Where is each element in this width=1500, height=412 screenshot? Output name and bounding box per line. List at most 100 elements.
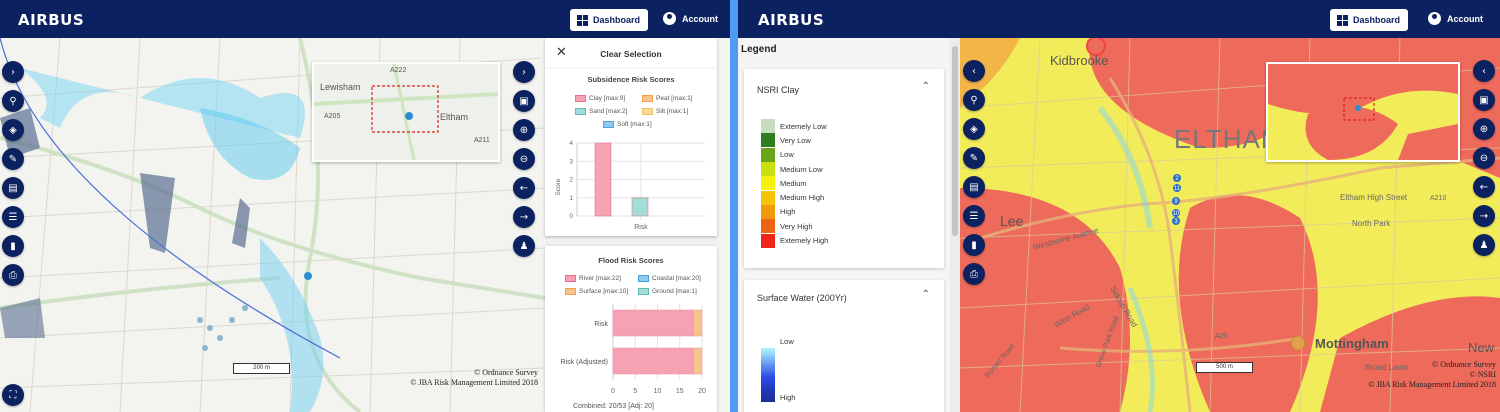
fullscreen-icon: ⛶ xyxy=(9,389,17,401)
account-button[interactable]: Account xyxy=(663,12,718,25)
left-tools-button[interactable]: ✎ xyxy=(2,148,24,170)
subsidence-card: Subsidence Risk Scores Clay [max:9] Peat… xyxy=(545,69,717,236)
marker-3[interactable]: 9 xyxy=(1174,199,1178,205)
nsri-legend-row: Medium Low xyxy=(761,162,828,177)
left-book-button[interactable]: ▤ xyxy=(2,177,24,199)
left-collapse-panel-button[interactable]: › xyxy=(513,61,535,83)
subsidence-chart: Score 0 1 2 3 4 Risk xyxy=(555,140,705,231)
place-lee: Lee xyxy=(1000,213,1024,229)
clear-selection-button[interactable]: Clear Selection xyxy=(600,48,662,59)
legend-ground[interactable]: Ground [max:1] xyxy=(638,288,697,295)
surface-low-label: Low xyxy=(780,337,794,346)
subsidence-y-tick-label: 1 xyxy=(569,195,573,202)
legend-swatch xyxy=(565,288,576,295)
right-minimap-button[interactable]: ▣ xyxy=(1473,89,1495,111)
marker-2[interactable]: 11 xyxy=(1174,186,1181,192)
layers-icon: ◈ xyxy=(9,124,17,136)
legend-scrollbar[interactable] xyxy=(950,38,960,412)
flood-x-tick-label: 15 xyxy=(676,388,684,395)
right-collapse-panel-button[interactable]: ‹ xyxy=(1473,60,1495,82)
layers-icon: ◈ xyxy=(970,123,978,135)
right-expand-button[interactable]: ‹ xyxy=(963,60,985,82)
surface-water-title: Surface Water (200Yr) xyxy=(757,293,847,303)
nsri-legend-swatch xyxy=(761,133,775,148)
right-print-button[interactable]: ⎙ xyxy=(963,263,985,285)
legend-river[interactable]: River [max:22] xyxy=(565,275,621,282)
right-map[interactable]: Kidbrooke ELTHAM Lee Mottingham New Elth… xyxy=(960,38,1500,412)
minimap-icon: ▣ xyxy=(519,95,529,107)
left-print-button[interactable]: ⎙ xyxy=(2,264,24,286)
left-zoom-in-button[interactable]: ⊕ xyxy=(513,119,535,141)
subsidence-y-tick-label: 3 xyxy=(569,158,573,165)
right-tools-button[interactable]: ✎ xyxy=(963,147,985,169)
flood-category-label: Risk (Adjusted) xyxy=(561,359,608,366)
nsri-clay-title: NSRI Clay xyxy=(757,85,800,95)
left-minimap-button[interactable]: ▣ xyxy=(513,90,535,112)
right-book-button[interactable]: ▤ xyxy=(963,176,985,198)
flood-bar xyxy=(612,309,694,337)
legend-soft[interactable]: Soft [max:1] xyxy=(603,121,652,128)
road-eltham-high-street: Eltham High Street xyxy=(1340,193,1408,202)
legend-scrollbar-thumb[interactable] xyxy=(952,46,958,236)
right-zoom-in-button[interactable]: ⊕ xyxy=(1473,118,1495,140)
left-minimap[interactable]: Lewisham Eltham A222 A205 A211 xyxy=(312,62,500,162)
dashboard-button[interactable]: Dashboard xyxy=(570,9,649,31)
left-search-button[interactable]: ⚲ xyxy=(2,90,24,112)
right-list-button[interactable]: ☰ xyxy=(963,205,985,227)
marker-5[interactable]: 3 xyxy=(1174,219,1178,225)
right-streetview-button[interactable]: ♟ xyxy=(1473,234,1495,256)
surface-water-gradient xyxy=(761,348,775,402)
legend-sand[interactable]: Sand [max:2] xyxy=(575,108,627,115)
right-minimap[interactable] xyxy=(1266,62,1460,162)
right-back-button[interactable]: ← xyxy=(1473,176,1495,198)
legend-swatch xyxy=(642,95,653,102)
legend-clay[interactable]: Clay [max:9] xyxy=(575,95,625,102)
account-button[interactable]: Account xyxy=(1428,12,1483,25)
subsidence-title: Subsidence Risk Scores xyxy=(587,75,675,84)
nsri-legend-label: Medium Low xyxy=(780,164,823,174)
legend-silt[interactable]: Silt [max:1] xyxy=(642,108,688,115)
legend-coastal[interactable]: Coastal [max:20] xyxy=(638,275,701,282)
left-zoom-out-button[interactable]: ⊖ xyxy=(513,148,535,170)
marker-4[interactable]: 10 xyxy=(1173,211,1180,217)
legend-surface[interactable]: Surface [max:10] xyxy=(565,288,628,295)
legend-label: Sand [max:2] xyxy=(589,108,628,115)
nsri-legend-swatch xyxy=(761,176,775,191)
attribution-jba: © JBA Risk Management Limited 2018 xyxy=(410,378,538,387)
left-fullscreen-button[interactable]: ⛶ xyxy=(2,384,24,406)
chevron-up-icon[interactable]: ⌃ xyxy=(921,289,930,300)
left-forward-button[interactable]: → xyxy=(513,206,535,228)
right-search-button[interactable]: ⚲ xyxy=(963,89,985,111)
right-zoom-out-button[interactable]: ⊖ xyxy=(1473,147,1495,169)
left-layers-button[interactable]: ◈ xyxy=(2,119,24,141)
road-broad-lawn: Broad Lawn xyxy=(1365,363,1408,372)
chevron-up-icon[interactable]: ⌃ xyxy=(921,81,930,92)
dashboard-label: Dashboard xyxy=(593,15,641,25)
dashboard-button[interactable]: Dashboard xyxy=(1330,9,1409,31)
left-back-button[interactable]: ← xyxy=(513,177,535,199)
left-list-button[interactable]: ☰ xyxy=(2,206,24,228)
account-label: Account xyxy=(682,13,718,24)
legend-swatch xyxy=(638,275,649,282)
legend-peat[interactable]: Peat [max:1] xyxy=(642,95,693,102)
place-eltham: ELTHAM xyxy=(1174,124,1284,154)
nsri-legend-label: Extemely Low xyxy=(780,121,827,131)
left-expand-button[interactable]: › xyxy=(2,61,24,83)
account-icon xyxy=(1428,12,1441,25)
nsri-clay-card: NSRI Clay ⌃ Extemely Low Very Low Low Mediu… xyxy=(744,69,944,268)
nsri-legend-swatch xyxy=(761,233,775,248)
flood-chart: 0 5 10 15 20 Risk Risk (Adjusted) Combined: 20… xyxy=(561,304,706,410)
left-streetview-button[interactable]: ♟ xyxy=(513,235,535,257)
svg-text:Lewisham: Lewisham xyxy=(320,82,361,92)
right-forward-button[interactable]: → xyxy=(1473,205,1495,227)
split-divider[interactable] xyxy=(730,0,738,412)
left-bookmark-button[interactable]: ▮ xyxy=(2,235,24,257)
left-map[interactable]: Lewisham Eltham A222 A205 A211 › ⚲ ◈ ✎ ▤… xyxy=(0,38,545,412)
wrench-icon: ✎ xyxy=(969,152,979,164)
close-icon[interactable]: ✕ xyxy=(556,45,567,60)
right-layers-button[interactable]: ◈ xyxy=(963,118,985,140)
book-icon: ▤ xyxy=(969,181,979,193)
right-bookmark-button[interactable]: ▮ xyxy=(963,234,985,256)
marker-1[interactable]: 2 xyxy=(1175,176,1179,182)
subsidence-y-tick-label: 4 xyxy=(569,140,573,147)
